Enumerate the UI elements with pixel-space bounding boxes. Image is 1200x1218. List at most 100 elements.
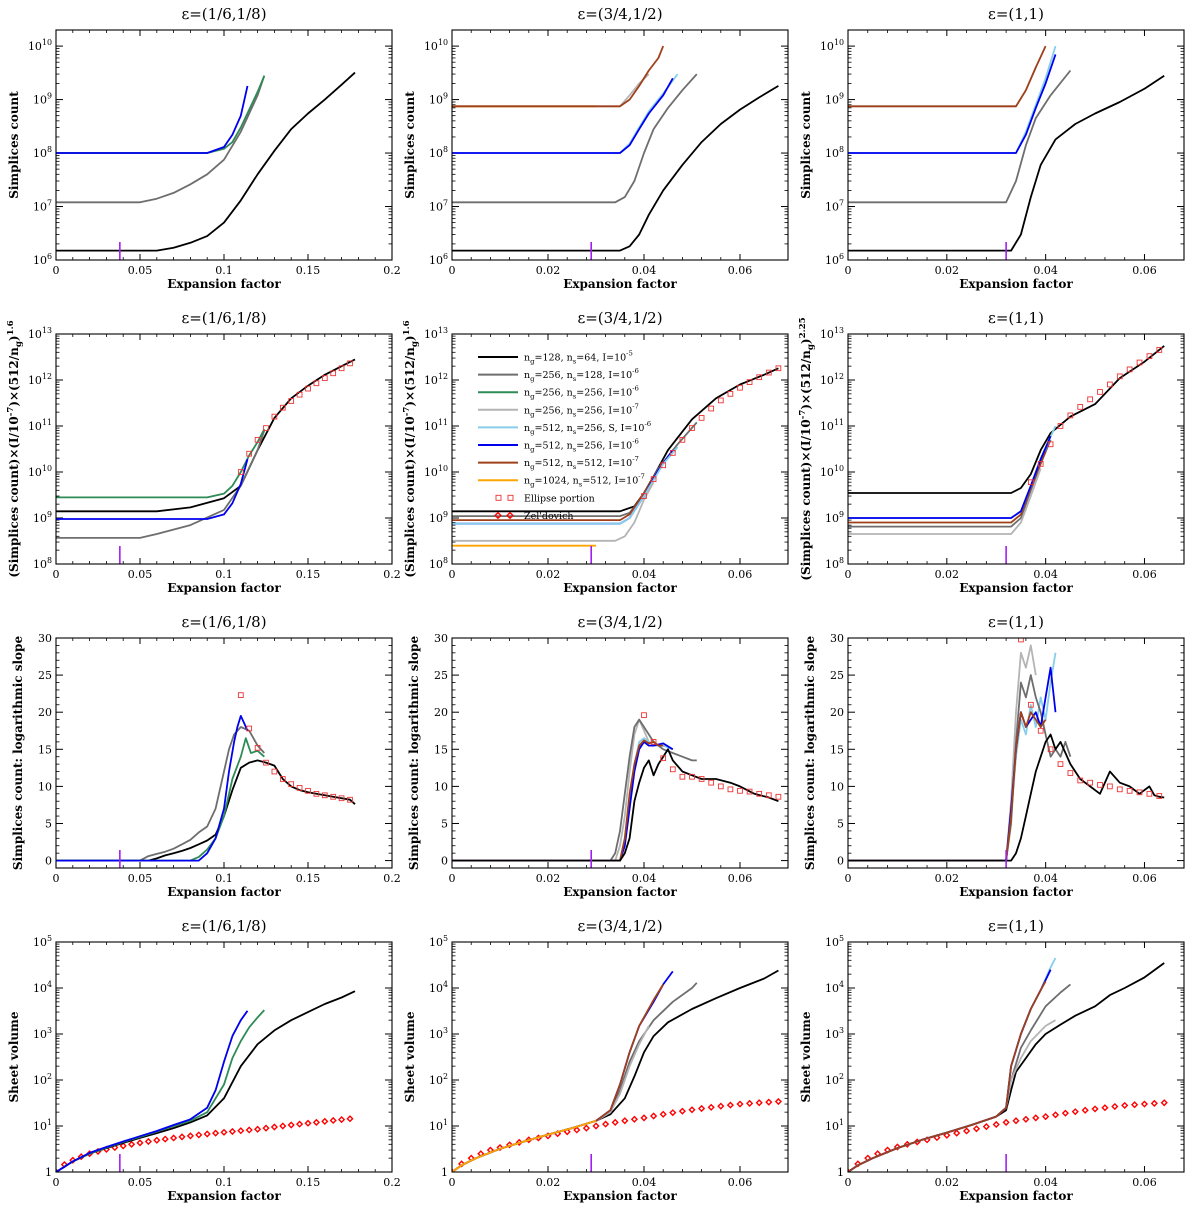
x-tick-label: 0 xyxy=(53,568,60,581)
y-tick-label: 1013 xyxy=(28,326,52,341)
chart-panel-r2-c1: ε=(3/4,1/2) 0 0.02 0.04 0.06 0 5 10 15 20 25 30 Expa… xyxy=(396,608,796,912)
chart-title: ε=(1,1) xyxy=(988,309,1044,327)
y-tick-label: 104 xyxy=(825,980,844,995)
ellipse-point xyxy=(1087,396,1093,403)
zeldovich-point xyxy=(611,1118,619,1126)
y-tick-label: 1010 xyxy=(28,38,52,53)
legend-swatch xyxy=(495,494,502,501)
y-tick-label: 109 xyxy=(825,92,844,107)
zeldovich-point xyxy=(245,1126,253,1134)
chart-svg: ε=(3/4,1/2) 0 0.02 0.04 0.06 106 107 108 109 1010… xyxy=(403,5,789,291)
x-axis-label: Expansion factor xyxy=(563,277,677,291)
legend-label: ng=256, ns=128, I=10-6 xyxy=(524,367,639,383)
y-axis-label: Simplices count xyxy=(799,91,813,199)
zeldovich-point xyxy=(669,1109,677,1117)
ellipse-point xyxy=(689,773,695,780)
zeldovich-point xyxy=(1130,1101,1139,1109)
ellipse-point xyxy=(347,796,353,803)
chart-panel-r0-c0: ε=(1/6,1/8) 0 0.05 0.1 0.15 0.2 106 107 108 109 10… xyxy=(0,0,401,304)
x-tick-label: 0 xyxy=(53,1176,60,1189)
ellipse-point xyxy=(1067,412,1074,419)
zeldovich-point xyxy=(161,1135,169,1143)
zeldovich-point xyxy=(982,1123,990,1131)
y-tick-label: 15 xyxy=(830,743,844,756)
zeldovich-point xyxy=(746,1099,754,1107)
series-line-ng512_ns256 xyxy=(848,435,1052,519)
legend-label: ng=256, ns=256, I=10-7 xyxy=(524,402,639,418)
y-tick-label: 25 xyxy=(830,669,844,682)
y-tick-label: 106 xyxy=(429,252,448,267)
series-line-ng512_ns256 xyxy=(848,54,1057,154)
chart-panel-r1-c0: ε=(1/6,1/8) 0 0.05 0.1 0.15 0.2 108 109 1010 1011… xyxy=(0,304,401,608)
chart-panel-r3-c1: ε=(3/4,1/2) 0 0.02 0.04 0.06 1 101 102 103 104 105… xyxy=(396,912,796,1216)
x-tick-label: 0 xyxy=(845,1176,852,1189)
ellipse-point xyxy=(330,793,337,800)
x-axis-label: Expansion factor xyxy=(167,581,281,595)
ellipse-point xyxy=(650,739,657,745)
zeldovich-point xyxy=(1140,1100,1149,1108)
plot-frame xyxy=(451,333,789,565)
y-tick-label: 103 xyxy=(33,1026,52,1041)
y-tick-label: 1011 xyxy=(28,418,52,433)
legend-label: Ellipse portion xyxy=(524,493,595,504)
chart-title: ε=(3/4,1/2) xyxy=(577,613,662,631)
ellipse-point xyxy=(338,365,345,372)
y-tick-label: 108 xyxy=(429,145,448,160)
chart-svg: ε=(1,1) 0 0.02 0.04 0.06 1 101 102 103 104 105 Expa… xyxy=(799,917,1185,1203)
zeldovich-point xyxy=(659,1110,667,1118)
chart-panel-r0-c2: ε=(1,1) 0 0.02 0.04 0.06 106 107 108 109 1010 Expa… xyxy=(792,0,1192,304)
series-line-ng512_ns256 xyxy=(56,85,249,154)
x-tick-label: 0.06 xyxy=(728,1176,753,1189)
ellipse-point xyxy=(1136,789,1143,796)
chart-svg: ε=(1,1) 0 0.02 0.04 0.06 0 5 10 15 20 25 30 Expansio… xyxy=(803,613,1185,899)
y-tick-label: 30 xyxy=(38,632,52,645)
ellipse-point xyxy=(756,790,763,797)
series-line-ng256_ns256_I7 xyxy=(452,718,650,862)
ellipse-point xyxy=(746,379,753,385)
ellipse-point xyxy=(765,792,772,799)
y-tick-label: 108 xyxy=(825,556,844,571)
ellipse-point xyxy=(271,413,278,420)
y-tick-label: 106 xyxy=(825,252,844,267)
y-axis-label: Sheet volume xyxy=(799,1011,813,1102)
x-tick-label: 0.06 xyxy=(728,872,753,885)
chart-panel-r1-c1: ε=(3/4,1/2) 0 0.02 0.04 0.06 108 109 1010 1011 10… xyxy=(396,304,796,608)
chart-svg: ε=(3/4,1/2) 0 0.02 0.04 0.06 1 101 102 103 104 105… xyxy=(403,917,789,1203)
ellipse-point xyxy=(305,787,311,794)
y-tick-label: 105 xyxy=(33,934,52,949)
ellipse-point xyxy=(1037,727,1044,734)
y-tick-label: 108 xyxy=(33,145,52,160)
ellipse-point xyxy=(1126,366,1133,373)
x-tick-label: 0.06 xyxy=(1132,1176,1157,1189)
zeldovich-point xyxy=(717,1102,725,1110)
ellipse-point xyxy=(775,793,782,800)
x-tick-label: 0 xyxy=(53,264,60,277)
y-tick-label: 108 xyxy=(429,556,448,571)
zeldovich-point xyxy=(582,1124,590,1132)
zeldovich-point xyxy=(688,1106,696,1114)
zeldovich-point xyxy=(650,1112,658,1120)
zeldovich-point xyxy=(943,1131,951,1139)
series-line-ng512_ns512 xyxy=(848,980,1047,1172)
x-axis-label: Expansion factor xyxy=(959,277,1073,291)
series-line-ng512_ns512 xyxy=(452,983,664,1172)
series-line-ng128 xyxy=(452,85,779,252)
zeldovich-point xyxy=(262,1124,270,1132)
plot-frame xyxy=(55,333,393,565)
zeldovich-point xyxy=(203,1130,211,1138)
legend-label: ng=1024, ns=512, I=10-7 xyxy=(524,473,645,489)
zeldovich-point xyxy=(119,1142,127,1150)
y-tick-label: 102 xyxy=(825,1072,844,1087)
y-tick-label: 105 xyxy=(429,934,448,949)
x-tick-label: 0.02 xyxy=(536,568,561,581)
series-line-ng512_ns256 xyxy=(452,77,674,154)
series-line-ng512_ns256 xyxy=(848,666,1057,862)
zeldovich-point xyxy=(1101,1104,1109,1112)
zeldovich-point xyxy=(698,1104,706,1113)
zeldovich-point xyxy=(237,1127,245,1135)
y-tick-label: 20 xyxy=(830,706,844,719)
ellipse-point xyxy=(313,380,320,387)
legend-label: ng=512, ns=512, I=10-7 xyxy=(524,455,639,471)
series-line-ng128 xyxy=(56,759,356,862)
zeldovich-point xyxy=(1091,1105,1099,1113)
